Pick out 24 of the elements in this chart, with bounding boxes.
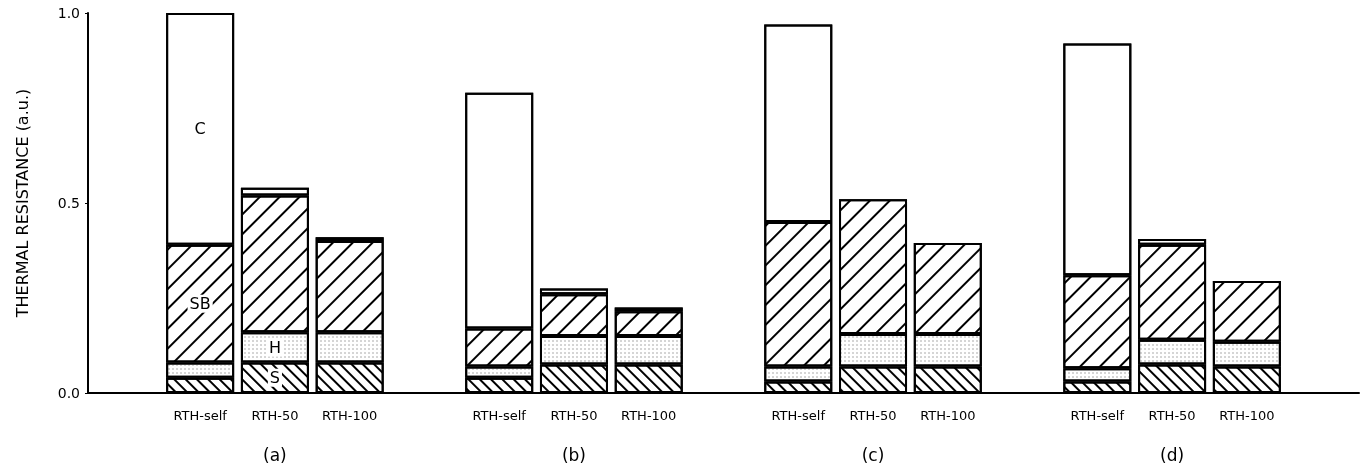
series-label: S — [269, 368, 280, 388]
text: (a) — [263, 445, 287, 465]
y-tick-label: 1.0 — [57, 5, 80, 21]
x-tick-label: RTH-100 — [621, 408, 677, 423]
x-tick-label: RTH-self — [771, 408, 826, 423]
x-tick-label: RTH-self — [173, 408, 228, 423]
x-tick-label: RTH-50 — [550, 408, 598, 423]
text: (c) — [861, 445, 885, 465]
series-label: SB — [189, 294, 211, 314]
y-tick-label: 0.0 — [57, 385, 80, 401]
x-tick-label: RTH-self — [1070, 408, 1125, 423]
y-axis-title: THERMAL RESISTANCE (a.u.) — [12, 88, 32, 319]
x-tick-label: RTH-50 — [251, 408, 299, 423]
text: (b) — [561, 445, 586, 465]
x-tick-label: RTH-100 — [322, 408, 378, 423]
x-tick-label: RTH-100 — [920, 408, 976, 423]
series-label: H — [268, 337, 281, 357]
x-tick-label: RTH-50 — [1148, 408, 1196, 423]
x-tick-label: RTH-50 — [849, 408, 897, 423]
series-label: C — [194, 119, 206, 139]
text: (d) — [1160, 445, 1185, 465]
y-tick-label: 0.5 — [57, 195, 80, 211]
x-tick-label: RTH-100 — [1219, 408, 1275, 423]
x-tick-label: RTH-self — [472, 408, 527, 423]
